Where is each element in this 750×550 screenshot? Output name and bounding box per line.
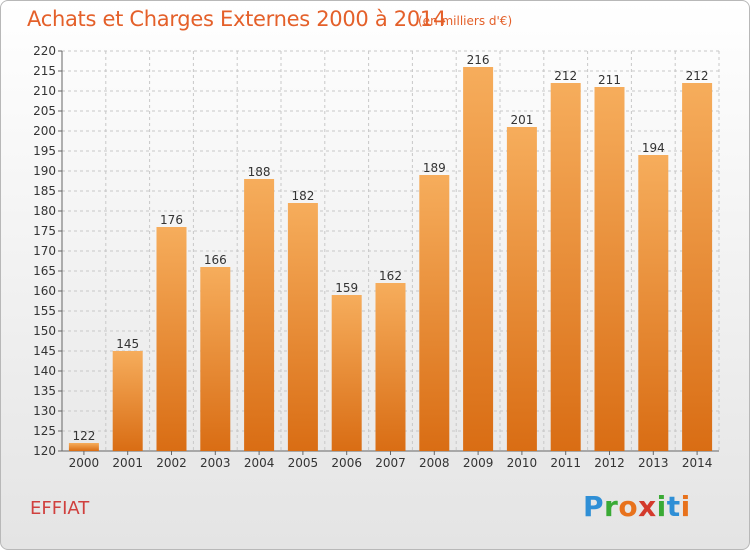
data-label-2009: 216 [467, 53, 490, 67]
data-label-2000: 122 [72, 429, 95, 443]
data-label-2001: 145 [116, 337, 139, 351]
x-tick-label: 2007 [375, 456, 406, 470]
y-tick-label: 120 [33, 444, 56, 458]
x-tick-label: 2010 [507, 456, 538, 470]
logo-letter: o [618, 490, 639, 523]
x-tick-label: 2009 [463, 456, 494, 470]
logo-letter: P [583, 490, 605, 523]
x-tick-label: 2013 [638, 456, 669, 470]
data-label-2014: 212 [686, 69, 709, 83]
y-tick-label: 185 [33, 184, 56, 198]
bar-2007[interactable] [375, 283, 406, 451]
labels: 122 145 176 166 188 182 159 162 189 216 201 212 211 1… [72, 53, 708, 443]
logo-letter: x [638, 490, 657, 523]
data-label-2003: 166 [204, 253, 227, 267]
axes: 120 125 130 135 140 145 150 155 160 165 170 175 180 1… [33, 44, 719, 470]
logo-letter: t [666, 490, 681, 523]
data-label-2011: 212 [554, 69, 577, 83]
bar-2009[interactable] [463, 67, 494, 451]
y-tick-label: 170 [33, 244, 56, 258]
data-label-2005: 182 [291, 189, 314, 203]
y-tick-label: 210 [33, 84, 56, 98]
data-label-2006: 159 [335, 281, 358, 295]
bar-2003[interactable] [200, 267, 231, 451]
y-tick-label: 150 [33, 324, 56, 338]
y-tick-label: 180 [33, 204, 56, 218]
bar-2011[interactable] [550, 83, 581, 451]
y-tick-label: 215 [33, 64, 56, 78]
bar-2001[interactable] [112, 351, 143, 451]
x-tick-label: 2004 [244, 456, 275, 470]
y-tick-label: 165 [33, 264, 56, 278]
bar-2010[interactable] [506, 127, 537, 451]
bar-2012[interactable] [594, 87, 625, 451]
bar-2000[interactable] [68, 443, 99, 451]
y-tick-label: 135 [33, 384, 56, 398]
bar-2005[interactable] [287, 203, 318, 451]
x-tick-label: 2005 [288, 456, 319, 470]
x-tick-label: 2000 [69, 456, 100, 470]
bar-2004[interactable] [244, 179, 275, 451]
chart-title: Achats et Charges Externes 2000 à 2014 [27, 7, 447, 31]
y-tick-label: 145 [33, 344, 56, 358]
x-tick-label: 2012 [594, 456, 625, 470]
bar-2006[interactable] [331, 295, 362, 451]
bar-2013[interactable] [638, 155, 669, 451]
bar-2002[interactable] [156, 227, 187, 451]
x-tick-label: 2002 [156, 456, 187, 470]
y-tick-label: 190 [33, 164, 56, 178]
bar-2014[interactable] [682, 83, 713, 451]
logo-letter: i [680, 490, 691, 523]
x-tick-label: 2006 [331, 456, 362, 470]
y-tick-label: 175 [33, 224, 56, 238]
bars [68, 67, 713, 451]
y-tick-label: 220 [33, 44, 56, 58]
data-label-2013: 194 [642, 141, 665, 155]
bar-2008[interactable] [419, 175, 450, 451]
data-label-2002: 176 [160, 213, 183, 227]
y-tick-label: 130 [33, 404, 56, 418]
logo-letter: r [604, 490, 619, 523]
x-tick-label: 2003 [200, 456, 231, 470]
data-label-2010: 201 [510, 113, 533, 127]
y-tick-label: 200 [33, 124, 56, 138]
x-tick-label: 2014 [682, 456, 713, 470]
proxiti-logo[interactable]: Proxiti [583, 490, 691, 523]
chart-subtitle: (en milliers d'€) [418, 14, 513, 28]
commune-name: EFFIAT [30, 498, 90, 519]
x-tick-label: 2011 [550, 456, 581, 470]
data-label-2012: 211 [598, 73, 621, 87]
y-tick-label: 140 [33, 364, 56, 378]
y-tick-label: 125 [33, 424, 56, 438]
y-tick-label: 155 [33, 304, 56, 318]
x-tick-label: 2008 [419, 456, 450, 470]
data-label-2004: 188 [248, 165, 271, 179]
y-tick-label: 195 [33, 144, 56, 158]
y-tick-label: 160 [33, 284, 56, 298]
data-label-2007: 162 [379, 269, 402, 283]
x-tick-label: 2001 [112, 456, 143, 470]
y-tick-label: 205 [33, 104, 56, 118]
logo-letter: i [656, 490, 667, 523]
data-label-2008: 189 [423, 161, 446, 175]
